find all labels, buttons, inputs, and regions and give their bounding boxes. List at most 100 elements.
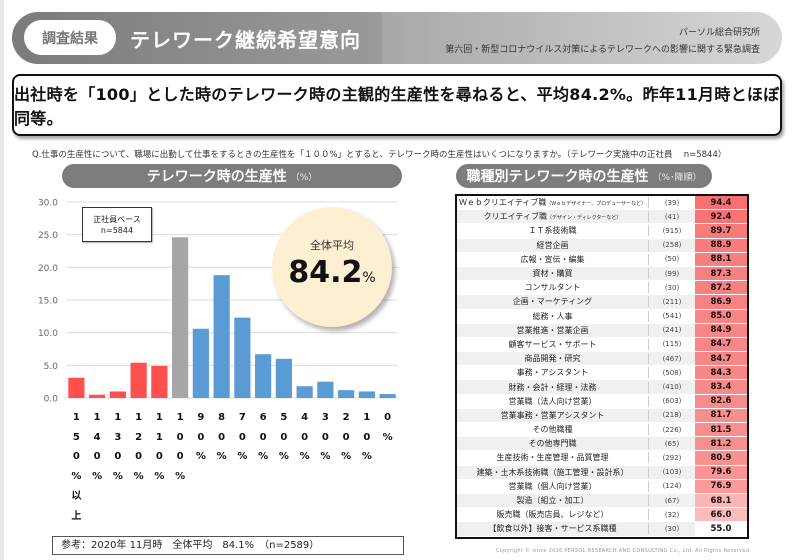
sample-size: (226) — [662, 425, 682, 434]
y-tick-label: 5.0 — [44, 362, 59, 372]
headline-box: 出社時を「100」とした時のテレワーク時の主観的生産性を尋ねると、平均84.2%… — [12, 74, 782, 136]
productivity-value: 83.4 — [695, 380, 747, 394]
productivity-value: 81.5 — [695, 423, 747, 437]
average-value-wrap: 84.2% — [272, 255, 392, 290]
job-type-name: 営業推進・営業企画 — [457, 324, 649, 336]
base-note: 正社員ベース n=5844 — [82, 207, 152, 242]
average-circle: 全体平均 84.2% — [272, 207, 392, 327]
average-unit: % — [362, 270, 376, 286]
table-row: 生産技術・生産管理・品質管理 (292) 80.9 — [457, 451, 747, 466]
job-type-name: 製造（組立・加工） — [457, 495, 649, 507]
sample-size: (467) — [662, 354, 682, 363]
job-type-name: 総務・人事 — [457, 310, 649, 322]
table-row: 【飲食以外】接客・サービス系職種 (30) 55.0 — [457, 522, 747, 537]
x-tick-label: 1 2 0% — [133, 412, 144, 483]
x-tick-label: 1 0 0% — [175, 412, 186, 483]
job-type-name: 企画・マーケティング — [457, 296, 649, 308]
table-row: 建築・土木系技術職（施工管理・設計系） (103) 79.6 — [457, 465, 747, 480]
productivity-value: 66.0 — [695, 508, 747, 522]
table-row: 営業職（法人向け営業） (603) 82.6 — [457, 394, 747, 409]
sample-size: (508) — [662, 368, 682, 377]
job-type-name: 商品開発・研究 — [457, 353, 649, 365]
x-tick-label: 5 0% — [278, 412, 289, 463]
table-row: 経営企画 (258) 88.9 — [457, 238, 747, 253]
job-type-name: Ｗｅｂクリエイティブ職（Ｗｅｂデザイナー、プロデューサーなど） — [457, 197, 649, 209]
x-tick-label: 7 0% — [237, 412, 248, 463]
productivity-value: 87.2 — [695, 281, 747, 295]
productivity-value: 81.2 — [695, 437, 747, 451]
y-tick-label: 15.0 — [38, 297, 58, 307]
sample-size: (915) — [662, 226, 682, 235]
job-type-name: 事務・アシスタント — [457, 367, 649, 379]
y-tick-label: 25.0 — [38, 231, 58, 241]
sample-size: (32) — [664, 510, 680, 519]
x-tick-label: 1 1 0% — [154, 412, 165, 483]
productivity-value: 79.6 — [695, 465, 747, 479]
job-type-name: コンサルタント — [457, 282, 649, 294]
bar-30% — [317, 381, 334, 398]
productivity-value: 80.9 — [695, 451, 747, 465]
job-type-name: 資材・購買 — [457, 268, 649, 280]
sample-size: (292) — [662, 453, 682, 462]
bar-140% — [89, 394, 106, 398]
productivity-value: 86.9 — [695, 295, 747, 309]
x-tick-label: 8 0% — [216, 412, 227, 463]
bar-70% — [234, 317, 251, 398]
y-tick-label: 0.0 — [44, 395, 59, 405]
sample-size: (603) — [662, 397, 682, 406]
productivity-value: 68.1 — [695, 493, 747, 508]
left-border — [0, 0, 4, 560]
productivity-value: 84.9 — [695, 323, 747, 337]
sample-size: (50) — [664, 255, 680, 264]
sample-size: (99) — [664, 269, 680, 278]
x-tick-label: 1 0% — [361, 412, 372, 463]
productivity-bar-chart: 0.0 5.0 10.0 15.0 20.0 25.0 30.0 — [38, 199, 398, 405]
right-panel-unit: （%･降順） — [652, 172, 702, 183]
job-type-name: 顧客サービス・サポート — [457, 338, 649, 350]
job-type-name: 販売職（販売店員、レジなど） — [457, 509, 649, 521]
bar-10% — [358, 391, 375, 398]
y-tick-label: 20.0 — [38, 264, 58, 274]
sample-size: (65) — [664, 439, 680, 448]
sample-size: (241) — [662, 326, 682, 335]
base-note-line2: n=5844 — [100, 226, 134, 235]
bar-80% — [213, 275, 230, 398]
table-row: 販売職（販売店員、レジなど） (32) 66.0 — [457, 508, 747, 523]
productivity-value: 81.7 — [695, 408, 747, 422]
productivity-value: 82.6 — [695, 394, 747, 408]
table-row: コンサルタント (30) 87.2 — [457, 281, 747, 296]
right-panel-title: 職種別テレワーク時の生産性 （%･降順） — [456, 164, 712, 188]
sample-size: (30) — [664, 524, 680, 533]
sample-size: (258) — [662, 241, 682, 250]
left-panel-unit: （%） — [290, 172, 318, 183]
average-label: 全体平均 — [310, 239, 354, 252]
productivity-value: 84.3 — [695, 366, 747, 380]
job-type-name: 建築・土木系技術職（施工管理・設計系） — [457, 466, 649, 478]
header-banner-right — [382, 12, 782, 64]
bar-20% — [338, 390, 355, 398]
copyright: Copyright © since 2016 PERSOL RESEARCH A… — [496, 548, 752, 554]
table-row: 企画・マーケティング (211) 86.9 — [457, 295, 747, 310]
x-tick-label: 1 5 0% 以上 — [71, 412, 82, 522]
base-note-line1: 正社員ベース — [93, 215, 141, 224]
sample-size: (410) — [662, 383, 682, 392]
productivity-value: 55.0 — [695, 522, 747, 536]
left-panel-title-text: テレワーク時の生産性 — [146, 169, 287, 185]
bar-0% — [379, 394, 396, 398]
x-tick-label: 3 0% — [320, 412, 331, 463]
x-tick-label: 6 0% — [258, 412, 269, 463]
reference-note: 参考：2020年 11月時 全体平均 84.1% （n=2589） — [52, 536, 404, 555]
x-tick-label: 1 3 0% — [112, 412, 123, 483]
job-type-name: 生産技術・生産管理・品質管理 — [457, 452, 649, 464]
x-tick-label: 9 0% — [195, 412, 206, 463]
table-row: クリエイティブ職（デザイン・ディレクターなど） (41) 92.4 — [457, 210, 747, 225]
job-type-name: ＩＴ系技術職 — [457, 225, 649, 237]
sample-size: (218) — [662, 411, 682, 420]
section-badge: 調査結果 — [24, 20, 116, 55]
productivity-value: 88.9 — [695, 238, 747, 252]
job-type-name: 経営企画 — [457, 239, 649, 251]
job-type-name: 【飲食以外】接客・サービス系職種 — [457, 523, 649, 535]
question-text: Q.仕事の生産性について、職場に出勤して仕事をするときの生産性を「１００%」とす… — [32, 150, 727, 160]
right-panel-title-text: 職種別テレワーク時の生産性 — [466, 169, 649, 185]
bar-60% — [255, 354, 272, 398]
